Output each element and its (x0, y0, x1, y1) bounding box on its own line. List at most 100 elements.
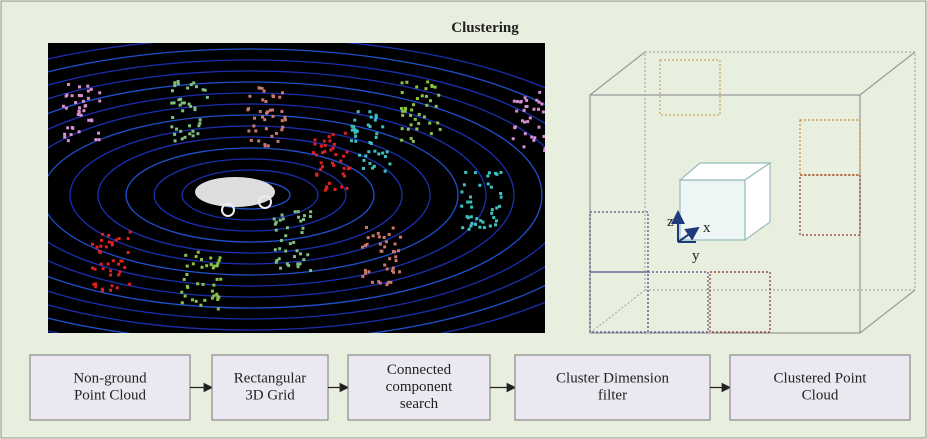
point (372, 234, 375, 237)
point (334, 153, 337, 156)
point (116, 286, 119, 289)
point (250, 139, 253, 142)
point (281, 119, 284, 122)
point (80, 114, 83, 117)
point (77, 113, 80, 116)
point (196, 132, 199, 135)
point (343, 167, 346, 170)
point (392, 267, 395, 270)
point (494, 172, 497, 175)
point (362, 167, 365, 170)
point (174, 139, 177, 142)
point (281, 213, 284, 216)
point (261, 116, 264, 119)
point (279, 267, 282, 270)
point (217, 296, 220, 299)
point (468, 228, 471, 231)
point (279, 219, 282, 222)
point (112, 259, 115, 262)
point (339, 160, 342, 163)
point (460, 205, 463, 208)
point (188, 124, 191, 127)
point (461, 226, 464, 229)
point (216, 264, 219, 267)
point (467, 216, 470, 219)
point (424, 87, 427, 90)
point (252, 124, 255, 127)
title: Clustering (451, 20, 519, 36)
point (267, 144, 270, 147)
point (500, 196, 503, 199)
point (66, 126, 69, 129)
point (309, 269, 312, 272)
point (430, 132, 433, 135)
point (323, 140, 326, 143)
point (384, 170, 387, 173)
box-label: Cluster Dimension (556, 370, 669, 386)
point (321, 165, 324, 168)
point (538, 91, 541, 94)
point (494, 223, 497, 226)
point (385, 240, 388, 243)
point (434, 86, 437, 89)
point (323, 150, 326, 153)
point (264, 100, 267, 103)
point (278, 96, 281, 99)
point (470, 215, 473, 218)
point (364, 154, 367, 157)
point (111, 284, 114, 287)
point (97, 132, 100, 135)
point (410, 123, 413, 126)
point (429, 99, 432, 102)
point (401, 114, 404, 117)
point (87, 119, 90, 122)
point (415, 85, 418, 88)
axis-label: x (703, 220, 711, 236)
point (184, 254, 187, 257)
point (184, 136, 187, 139)
point (524, 105, 527, 108)
point (375, 132, 378, 135)
point (405, 81, 408, 84)
point (82, 109, 85, 112)
point (289, 242, 292, 245)
point (384, 155, 387, 158)
point (474, 171, 477, 174)
point (460, 190, 463, 193)
point (96, 245, 99, 248)
point (374, 119, 377, 122)
point (383, 245, 386, 248)
point (410, 108, 413, 111)
point (515, 110, 518, 113)
point (297, 265, 300, 268)
point (100, 263, 103, 266)
point (198, 122, 201, 125)
point (63, 136, 66, 139)
point (499, 192, 502, 195)
point (171, 116, 174, 119)
point (101, 289, 104, 292)
point (469, 201, 472, 204)
point (412, 140, 415, 143)
point (364, 269, 367, 272)
point (377, 232, 380, 235)
point (439, 128, 442, 131)
point (276, 140, 279, 143)
point (535, 99, 538, 102)
point (394, 259, 397, 262)
point (261, 98, 264, 101)
point (188, 103, 191, 106)
point (94, 138, 97, 141)
point (351, 129, 354, 132)
point (74, 101, 77, 104)
point (346, 151, 349, 154)
point (388, 257, 391, 260)
point (107, 234, 110, 237)
point (173, 101, 176, 104)
point (296, 262, 299, 265)
point (299, 220, 302, 223)
point (87, 89, 90, 92)
point (265, 127, 268, 130)
point (63, 133, 66, 136)
point (129, 230, 132, 233)
